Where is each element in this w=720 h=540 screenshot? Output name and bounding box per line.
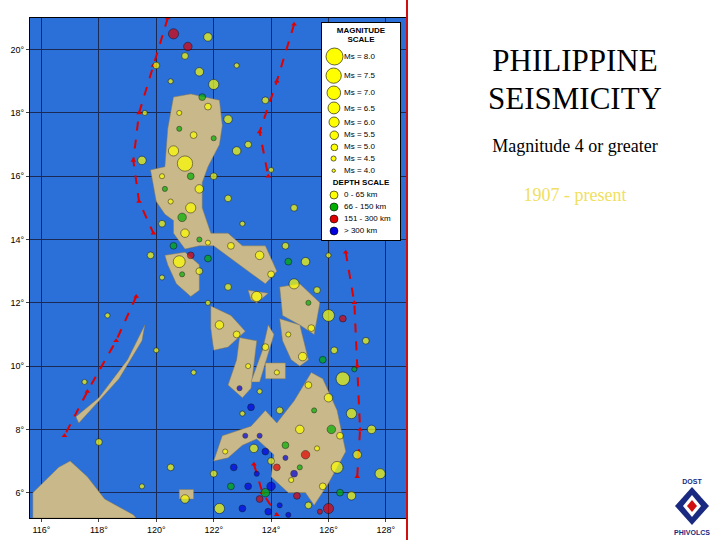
svg-text:PHIVOLCS: PHIVOLCS xyxy=(674,529,710,536)
svg-text:6°: 6° xyxy=(16,488,25,498)
html-text:Ms = 5.0: Ms = 5.0 xyxy=(344,142,375,152)
html-text:Ms = 6.0: Ms = 6.0 xyxy=(344,117,375,127)
svg-text:124°: 124° xyxy=(262,525,281,535)
html-text:PHILIPPINE SEISMICITY: PHILIPPINE SEISMICITY xyxy=(488,43,662,116)
html-text:Ms = 6.5: Ms = 6.5 xyxy=(344,103,375,113)
svg-text:128°: 128° xyxy=(377,525,396,535)
svg-text:122°: 122° xyxy=(204,525,223,535)
html-text:Ms = 7.0: Ms = 7.0 xyxy=(344,88,375,98)
html-text:0 - 65 km: 0 - 65 km xyxy=(344,190,378,200)
svg-text:18°: 18° xyxy=(11,108,25,118)
svg-text:8°: 8° xyxy=(16,425,25,435)
svg-text:120°: 120° xyxy=(147,525,166,535)
html-text:MAGNITUDE SCALE: MAGNITUDE SCALE xyxy=(336,26,386,44)
html-text:DEPTH SCALE: DEPTH SCALE xyxy=(332,178,390,187)
html-text:Ms = 7.5: Ms = 7.5 xyxy=(344,70,375,80)
html-text:Ms = 5.5: Ms = 5.5 xyxy=(344,130,375,140)
html-text:66 - 150 km: 66 - 150 km xyxy=(344,202,387,212)
html-text:Ms = 8.0: Ms = 8.0 xyxy=(344,51,375,61)
svg-text:126°: 126° xyxy=(319,525,338,535)
html-text:Ms = 4.5: Ms = 4.5 xyxy=(344,154,375,164)
html-text:151 - 300 km: 151 - 300 km xyxy=(344,214,391,224)
svg-text:118°: 118° xyxy=(90,525,108,535)
html-text:Ms = 4.0: Ms = 4.0 xyxy=(344,166,375,176)
svg-text:14°: 14° xyxy=(11,235,25,245)
html-text:1907 - present: 1907 - present xyxy=(523,185,627,205)
svg-text:12°: 12° xyxy=(11,298,25,308)
svg-text:20°: 20° xyxy=(11,45,25,55)
svg-text:16°: 16° xyxy=(11,171,25,181)
html-text:Magnitude 4 or greater: Magnitude 4 or greater xyxy=(492,136,658,156)
svg-text:DOST: DOST xyxy=(682,478,702,485)
html-text:> 300 km: > 300 km xyxy=(344,226,378,236)
svg-text:116°: 116° xyxy=(33,525,51,535)
svg-text:10°: 10° xyxy=(11,361,25,371)
